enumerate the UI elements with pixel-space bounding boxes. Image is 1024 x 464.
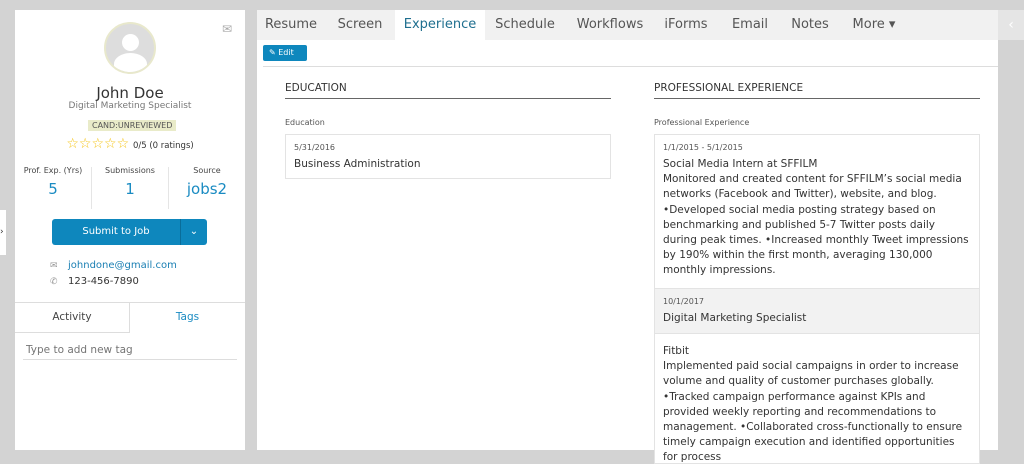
edit-label: Edit bbox=[278, 48, 294, 57]
tab-tags[interactable]: Tags bbox=[175, 311, 200, 323]
tab-bar: Resume Screen Experience Schedule Workfl… bbox=[257, 10, 998, 40]
experience-box: 1/1/2015 - 5/1/2015 Social Media Intern a… bbox=[654, 134, 980, 464]
entry-text: Social Media Intern at SFFILM Monitored … bbox=[663, 158, 969, 277]
tab-schedule[interactable]: Schedule bbox=[495, 17, 555, 32]
tab-workflows[interactable]: Workflows bbox=[576, 17, 644, 32]
entry-date: 10/1/2017 bbox=[663, 297, 705, 306]
tag-input[interactable] bbox=[23, 340, 237, 360]
entry-text: Business Administration bbox=[294, 158, 421, 170]
candidate-card: ✉ John Doe Digital Marketing Specialist … bbox=[15, 10, 245, 450]
education-box: 5/31/2016 Business Administration bbox=[285, 134, 611, 180]
entry-date: 1/1/2015 - 5/1/2015 bbox=[663, 143, 743, 152]
stat-label: Submissions bbox=[105, 166, 155, 175]
stat-value[interactable]: jobs2 bbox=[186, 180, 228, 198]
email-text[interactable]: johndone@gmail.com bbox=[68, 260, 177, 271]
tab-email[interactable]: Email bbox=[731, 17, 769, 32]
education-heading: EDUCATION bbox=[285, 82, 611, 99]
divider bbox=[91, 167, 92, 209]
education-entry: 5/31/2016 Business Administration bbox=[286, 135, 610, 178]
left-tabs: Activity Tags bbox=[15, 302, 245, 333]
experience-entry: 10/1/2017 Digital Marketing Specialist bbox=[655, 288, 979, 334]
stat-value[interactable]: 1 bbox=[125, 180, 135, 198]
tab-resume[interactable]: Resume bbox=[264, 17, 318, 32]
submit-label: Submit to Job bbox=[82, 226, 150, 237]
envelope-icon: ✉ bbox=[50, 261, 58, 271]
education-label: Education bbox=[285, 118, 325, 127]
phone: ✆ 123-456-7890 bbox=[50, 276, 139, 287]
email-link[interactable]: ✉ johndone@gmail.com bbox=[50, 260, 177, 271]
star-icon[interactable]: ☆ bbox=[116, 136, 130, 152]
stat-submissions: Submissions 1 bbox=[92, 166, 168, 198]
tab-iforms[interactable]: iForms bbox=[664, 17, 708, 32]
experience-label: Professional Experience bbox=[654, 118, 750, 127]
tab-notes[interactable]: Notes bbox=[791, 17, 829, 32]
star-icon[interactable]: ☆ bbox=[78, 136, 92, 152]
stat-label: Source bbox=[193, 166, 221, 175]
star-icon[interactable]: ☆ bbox=[66, 136, 79, 152]
star-icon[interactable]: ☆ bbox=[104, 136, 117, 152]
submit-to-job-button[interactable]: Submit to Job ⌄ bbox=[52, 219, 207, 245]
tab-activity[interactable]: Activity bbox=[15, 303, 130, 333]
main-panel: Resume Screen Experience Schedule Workfl… bbox=[257, 10, 998, 464]
rating: ☆☆☆☆☆ 0/5 (0 ratings) bbox=[15, 136, 245, 152]
stat-experience: Prof. Exp. (Yrs) 5 bbox=[15, 166, 91, 198]
rating-text: 0/5 (0 ratings) bbox=[132, 141, 194, 151]
stat-label: Prof. Exp. (Yrs) bbox=[23, 166, 83, 175]
collapse-chevron-left-icon[interactable]: ‹ bbox=[998, 10, 1024, 40]
experience-entry: 1/1/2015 - 5/1/2015 Social Media Intern a… bbox=[655, 135, 979, 288]
entry-date: 5/31/2016 bbox=[294, 143, 336, 152]
envelope-open-icon[interactable]: ✉ bbox=[222, 22, 233, 36]
stat-value: 5 bbox=[48, 180, 58, 198]
expand-left-handle[interactable]: › bbox=[0, 210, 6, 255]
phone-icon: ✆ bbox=[50, 277, 58, 287]
entry-text: Digital Marketing Specialist bbox=[663, 312, 807, 324]
pencil-icon: ✎ bbox=[269, 48, 279, 57]
tab-more[interactable]: More ▾ bbox=[852, 17, 896, 32]
status-badge: CAND:UNREVIEWED bbox=[88, 120, 177, 131]
chevron-down-icon[interactable]: ⌄ bbox=[180, 219, 207, 245]
edit-button[interactable]: ✎ Edit bbox=[263, 45, 307, 61]
avatar bbox=[104, 22, 156, 74]
entry-text: Fitbit Implemented paid social campaigns… bbox=[663, 345, 963, 464]
divider bbox=[168, 167, 169, 209]
experience-entry: Fitbit Implemented paid social campaigns… bbox=[655, 334, 979, 464]
candidate-name: John Doe bbox=[96, 84, 164, 102]
star-icon[interactable]: ☆ bbox=[91, 136, 104, 152]
experience-heading: PROFESSIONAL EXPERIENCE bbox=[654, 82, 980, 99]
tab-experience[interactable]: Experience bbox=[395, 10, 485, 40]
phone-text: 123-456-7890 bbox=[68, 276, 139, 287]
tab-screen[interactable]: Screen bbox=[337, 17, 383, 32]
stat-source: Source jobs2 bbox=[169, 166, 245, 198]
candidate-title: Digital Marketing Specialist bbox=[68, 101, 192, 111]
divider bbox=[263, 66, 998, 67]
